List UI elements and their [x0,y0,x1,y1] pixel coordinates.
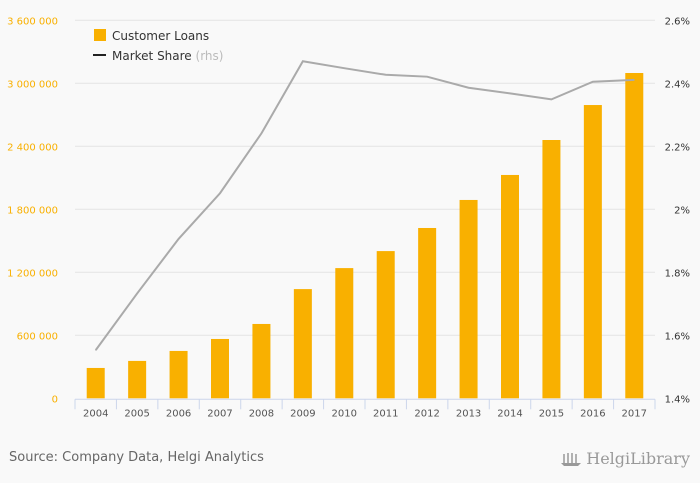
legend-rhs-suffix: (rhs) [196,49,224,63]
x-tick-label: 2013 [456,408,481,419]
x-tick-label: 2015 [539,408,564,419]
line-point-2007 [219,192,221,194]
x-tick-label: 2007 [207,408,232,419]
x-tick-label: 2005 [124,408,149,419]
x-tick-label: 2016 [580,408,605,419]
bar-2016 [583,105,602,399]
line-point-2006 [178,238,180,240]
x-tick-label: 2017 [622,408,647,419]
logo-text: HelgiLibrary [586,449,690,468]
left-tick-label: 1 800 000 [7,205,58,216]
left-tick-label: 1 200 000 [7,268,58,279]
x-tick-label: 2011 [373,408,398,419]
line-point-2016 [592,81,594,83]
line-point-2004 [95,349,97,351]
legend-label-customer-loans: Customer Loans [112,29,209,43]
line-point-2005 [136,292,138,294]
bar-2007 [211,338,229,399]
left-tick-label: 600 000 [17,331,58,342]
x-tick-label: 2009 [290,408,315,419]
left-tick-label: 2 400 000 [7,142,58,153]
right-tick-label: 1.8% [665,268,690,279]
x-tick-label: 2004 [83,408,108,419]
right-tick-label: 2.2% [665,142,690,153]
left-tick-label: 3 600 000 [7,16,58,27]
line-point-2017 [633,79,635,81]
x-tick-label: 2006 [166,408,191,419]
bar-2005 [128,360,147,399]
bar-2008 [252,323,271,399]
legend-label-market-share: Market Share (rhs) [112,49,223,63]
market-share-line [94,60,635,351]
bar-2009 [293,289,312,399]
line-point-2011 [385,74,387,76]
x-tick-label: 2014 [497,408,522,419]
left-tick-label: 0 [52,394,58,405]
bar-2014 [501,174,519,399]
x-tick-label: 2010 [332,408,357,419]
line-point-2008 [260,132,262,134]
bar-2010 [335,268,354,399]
bar-2006 [169,350,188,399]
right-tick-label: 1.6% [665,331,690,342]
helgi-library-logo: HelgiLibrary [560,449,690,468]
left-tick-label: 3 000 000 [7,79,58,90]
line-point-2012 [426,76,428,78]
x-tick-label: 2012 [414,408,439,419]
bar-2004 [86,367,105,399]
line-point-2010 [343,67,345,69]
bar-2015 [542,140,561,399]
right-tick-label: 2.6% [665,16,690,27]
right-tick-label: 2% [674,205,690,216]
bar-2012 [418,227,437,399]
bar-2013 [459,199,478,399]
right-tick-label: 2.4% [665,79,690,90]
line-point-2009 [302,60,304,62]
line-point-2013 [468,87,470,89]
x-tick-label: 2008 [249,408,274,419]
legend-swatch-customer-loans [94,29,106,41]
right-tick-label: 1.4% [665,394,690,405]
line-point-2015 [550,98,552,100]
library-logo-icon [561,452,582,466]
source-note: Source: Company Data, Helgi Analytics [9,450,264,465]
bar-2017 [625,73,644,399]
line-point-2014 [509,92,511,94]
bar-2011 [376,251,395,399]
chart: 0 600 000 1 200 000 1 800 000 2 400 000 3 000… [7,16,690,419]
